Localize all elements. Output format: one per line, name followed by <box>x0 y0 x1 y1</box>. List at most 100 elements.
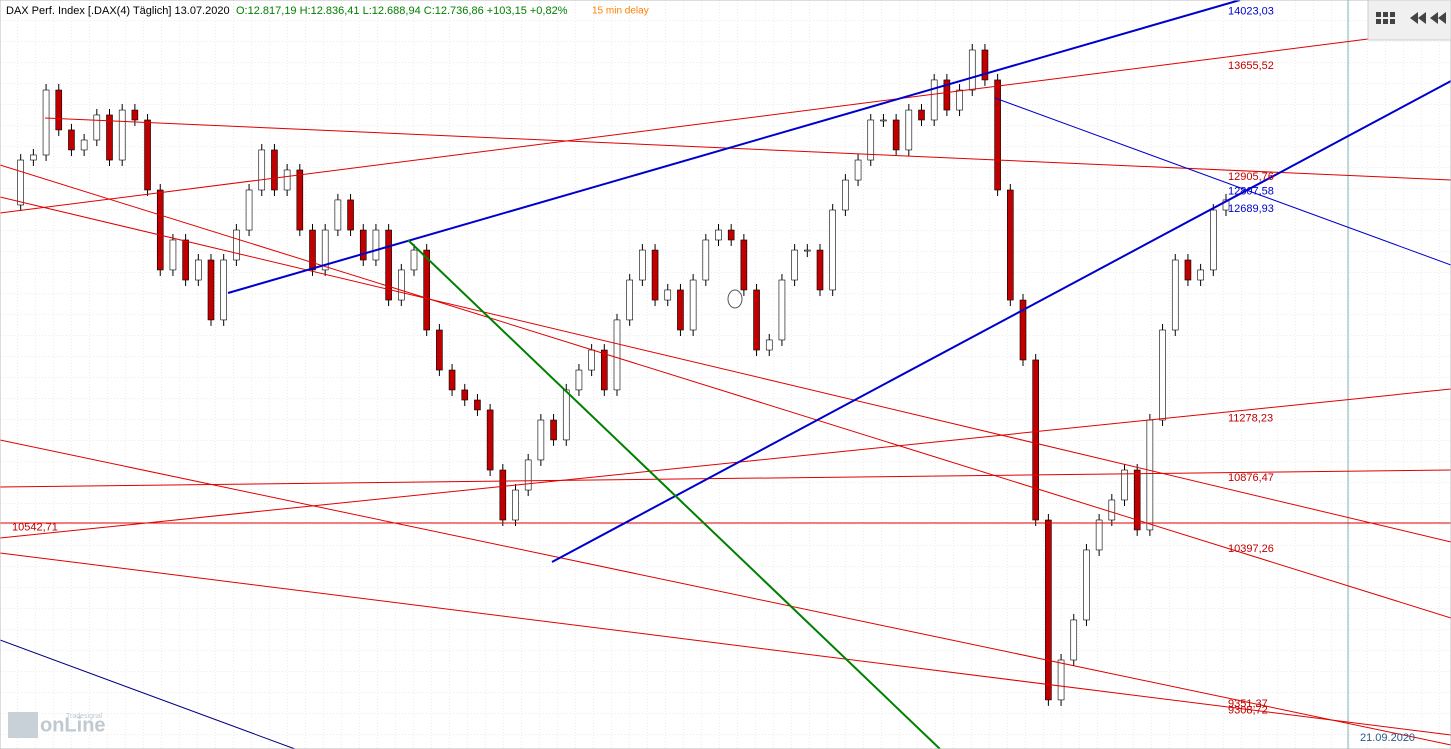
candle-body <box>842 179 849 211</box>
candle-body <box>30 154 37 161</box>
candle-body <box>867 119 875 161</box>
candle-body <box>791 249 798 281</box>
toolbar <box>1367 0 1451 41</box>
candle-body <box>296 169 304 231</box>
level-label: 10542,71 <box>12 522 58 534</box>
candle-body <box>80 139 88 151</box>
candle-body <box>106 114 113 161</box>
level-label: 10876,47 <box>1228 472 1274 484</box>
back-button[interactable] <box>1410 12 1426 24</box>
candle-body <box>42 89 50 156</box>
candle-body <box>283 169 291 191</box>
candle-body <box>639 249 646 281</box>
candle-body <box>474 399 481 411</box>
candle-body <box>118 109 126 161</box>
candle-body <box>1197 269 1204 281</box>
rewind-button[interactable] <box>1430 12 1446 24</box>
candle-body <box>448 369 456 391</box>
candle-body <box>1159 329 1166 421</box>
candle-body <box>245 189 253 231</box>
candle-body <box>1007 189 1014 301</box>
candle-body <box>575 369 583 391</box>
candle-body <box>778 279 786 341</box>
header-quote: O:12.817,19 H:12.836,41 L:12.688,94 C:12… <box>236 5 568 17</box>
candle-body <box>765 339 773 351</box>
level-label: 9308,72 <box>1228 705 1268 717</box>
candle-body <box>68 129 75 151</box>
candle-body <box>486 409 494 471</box>
candle-body <box>334 199 342 231</box>
candle-body <box>436 329 443 371</box>
candle-body <box>1146 419 1154 531</box>
candle-body <box>258 149 266 191</box>
level-label: 14023,03 <box>1228 5 1274 17</box>
candle-body <box>144 119 151 191</box>
candle-body <box>677 289 684 331</box>
candle-body <box>727 229 735 241</box>
candle-body <box>816 249 824 291</box>
candle-body <box>1121 469 1128 501</box>
logo: onLine Tradesignal <box>8 712 106 738</box>
candle-body <box>309 229 316 271</box>
candle-body <box>182 239 189 281</box>
candle-body <box>753 289 760 351</box>
candle-body <box>1184 259 1192 281</box>
candle-body <box>804 249 811 252</box>
candle-body <box>689 279 697 331</box>
candle-body <box>918 109 925 121</box>
candle-body <box>207 259 215 321</box>
candle-body <box>512 489 519 521</box>
candle-body <box>1222 199 1230 211</box>
candle-body <box>981 49 989 81</box>
candle-body <box>562 389 570 441</box>
candles <box>17 43 1230 706</box>
candle-body <box>347 199 354 231</box>
candle-body <box>1045 519 1052 701</box>
level-labels: 14023,03 13655,52 12905,76 12807,58 12689,93… <box>12 5 1274 716</box>
candle-body <box>321 229 329 271</box>
candle-body <box>423 249 430 331</box>
level-label: 10397,26 <box>1228 543 1274 555</box>
level-label: 12807,58 <box>1228 186 1274 198</box>
level-label: 12689,93 <box>1228 203 1274 215</box>
candle-body <box>499 469 507 521</box>
candle-body <box>398 269 405 301</box>
candle-body <box>1057 659 1065 701</box>
candle-body <box>930 79 938 121</box>
menu-icon[interactable] <box>1376 12 1395 24</box>
candle-body <box>169 239 177 271</box>
candle-body <box>156 189 164 271</box>
end-date: 21.09.2020 <box>1360 732 1415 744</box>
candle-body <box>715 229 722 241</box>
candle-body <box>829 209 836 291</box>
logo-text: onLine <box>40 714 106 736</box>
candle-body <box>956 89 963 111</box>
delay-note: 15 min delay <box>592 6 649 17</box>
candle-body <box>372 229 380 261</box>
candle-body <box>588 349 595 371</box>
candle-body <box>1108 499 1116 521</box>
candle-body <box>461 389 469 401</box>
candle-body <box>626 279 633 321</box>
candle-body <box>17 159 24 206</box>
candle-body <box>410 249 418 271</box>
candle-body <box>702 239 710 281</box>
candle-body <box>905 109 913 151</box>
candle-body <box>943 79 951 111</box>
candle-body <box>651 249 659 301</box>
candle-body <box>233 229 240 261</box>
candle-body <box>892 119 900 151</box>
level-label: 11278,23 <box>1228 412 1273 424</box>
candle-body <box>1083 549 1090 621</box>
candle-body <box>968 49 976 91</box>
candle-body <box>1019 299 1027 361</box>
candle-body <box>613 319 621 391</box>
candle-body <box>601 349 608 391</box>
logo-small: Tradesignal <box>66 713 103 720</box>
candle-body <box>854 159 862 181</box>
candle-body <box>55 89 63 131</box>
candle-body <box>994 79 1001 191</box>
candle-body <box>664 289 672 301</box>
